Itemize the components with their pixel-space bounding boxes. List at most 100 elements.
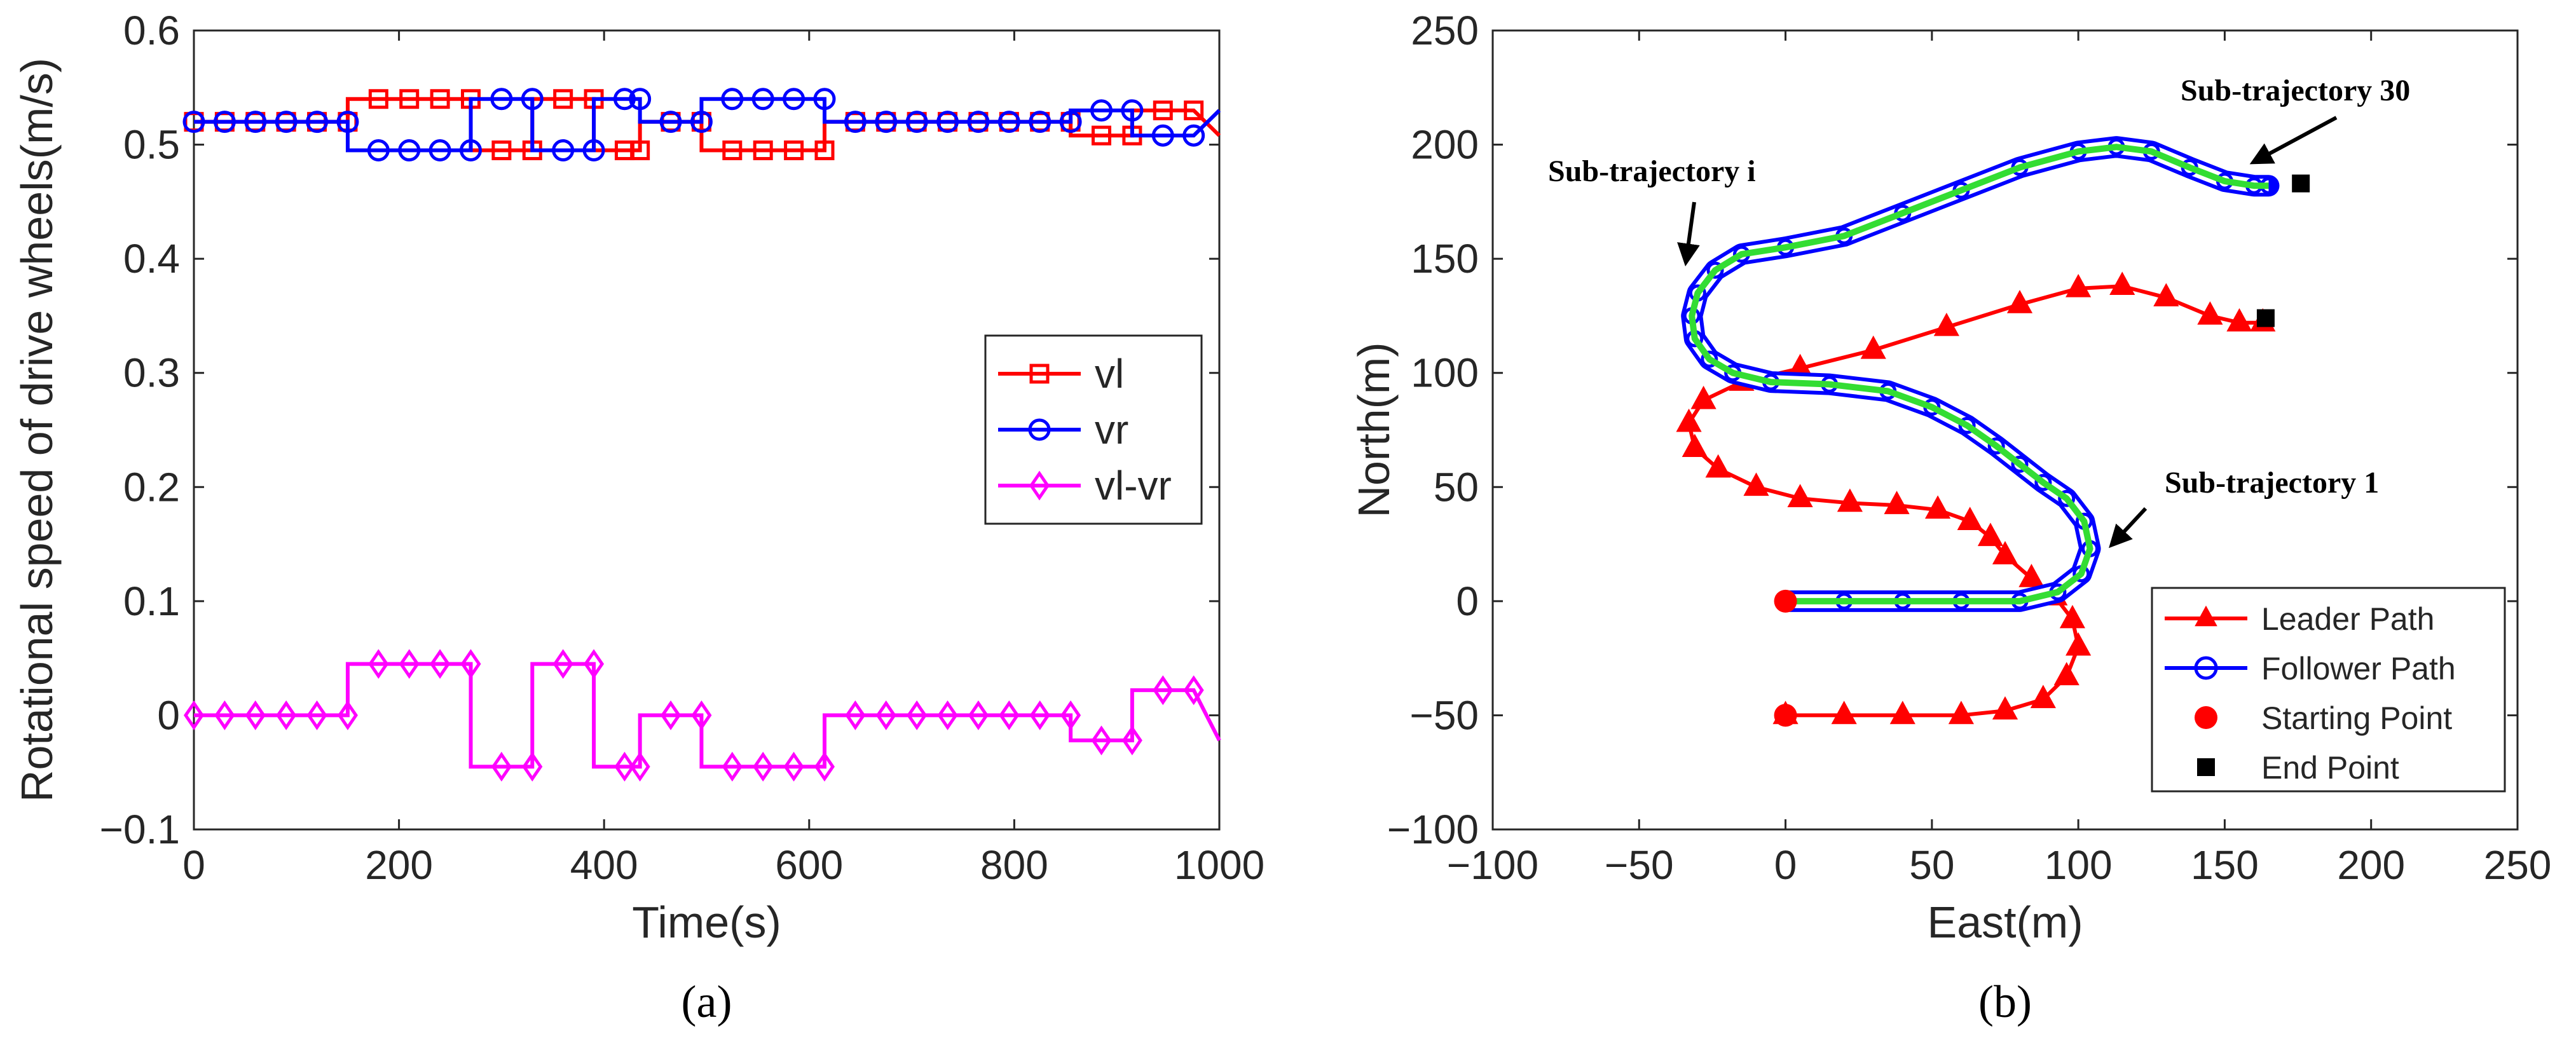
series-line-leader-path	[1687, 284, 2263, 718]
x-tick-label: −50	[1605, 842, 1674, 888]
y-tick-label: 0.6	[123, 8, 180, 53]
y-tick-label: 100	[1411, 350, 1479, 396]
starting-point-marker	[1774, 704, 1797, 727]
data-point-leader-path	[1787, 484, 1813, 508]
data-point-vl	[1092, 125, 1112, 146]
data-point-leader-path	[2066, 273, 2092, 297]
x-tick-label: 800	[980, 842, 1048, 888]
data-point-vr	[875, 111, 898, 133]
data-point-leader-path	[1682, 433, 1708, 458]
data-point-leader-path	[1690, 385, 1716, 409]
panel-b-y-axis-label: North(m)	[1349, 342, 1399, 517]
data-point-vl-vr	[399, 649, 420, 679]
annotation-label: Sub-trajectory 30	[2181, 74, 2410, 107]
y-tick-label: −50	[1409, 692, 1479, 738]
y-tick-label: 200	[1411, 122, 1479, 168]
data-point-vr	[275, 111, 298, 133]
legend-label-end-point: End Point	[2261, 750, 2399, 786]
data-point-vl-vr	[1153, 675, 1174, 706]
data-point-leader-path	[1884, 491, 1910, 514]
data-point-vr	[1090, 99, 1113, 122]
data-point-vl	[753, 140, 773, 161]
starting-point-marker	[1774, 589, 1797, 613]
data-point-leader-path	[2066, 632, 2092, 656]
data-point-leader-path	[2109, 271, 2135, 296]
data-point-leader-path	[2197, 301, 2223, 325]
data-point-vl-vr	[783, 751, 804, 782]
x-tick-label: 250	[2484, 842, 2552, 888]
legend-label-vl-vr: vl-vr	[1095, 463, 1172, 508]
data-point-vl-vr	[722, 751, 743, 782]
data-point-vl-vr	[183, 700, 205, 730]
data-point-vl-vr	[999, 700, 1020, 730]
data-point-follower-path	[1701, 350, 1718, 368]
data-point-leader-path	[1676, 408, 1702, 432]
data-point-vl-vr	[845, 700, 866, 730]
data-point-leader-path	[2059, 604, 2086, 629]
data-point-vr	[783, 88, 805, 111]
data-point-vr	[613, 88, 636, 111]
data-point-vl-vr	[337, 700, 358, 730]
data-point-vr	[690, 111, 713, 133]
panel-a-x-axis-label: Time(s)	[632, 897, 781, 947]
data-point-vr	[428, 139, 451, 162]
y-tick-label: 0.5	[123, 122, 180, 168]
data-point-leader-path	[2030, 685, 2056, 709]
panel-b-ticks: −100 −50 0 50 100 150 200 250 −100 −50 0 50 100 150 20…	[1387, 8, 2552, 888]
data-point-vr	[751, 88, 774, 111]
data-point-vl-vr	[1029, 700, 1050, 730]
panel-b-series	[1676, 136, 2310, 727]
data-point-vr	[844, 111, 867, 133]
data-point-leader-path	[1743, 472, 1769, 496]
y-tick-label: 0	[157, 692, 180, 738]
data-point-leader-path	[1992, 696, 2018, 720]
data-point-vl-vr	[1060, 700, 1081, 730]
data-point-vr	[967, 111, 990, 133]
end-point-marker	[2292, 174, 2310, 193]
data-point-vr	[552, 139, 575, 162]
data-point-vl-vr	[368, 649, 389, 679]
annotation-arrow	[2249, 116, 2338, 165]
y-tick-label: 250	[1411, 8, 1479, 53]
y-tick-label: 0.3	[123, 350, 180, 396]
panel-a-legend: vl vr vl-vr	[984, 334, 1203, 525]
data-point-vl-vr	[968, 700, 989, 730]
panel-a-y-axis-label: Rotational speed of drive wheels(m/s)	[12, 58, 62, 802]
data-point-vl-vr	[753, 751, 774, 782]
data-point-vl-vr	[430, 649, 451, 679]
data-point-vl-vr	[629, 751, 650, 782]
data-point-vl-vr	[1121, 725, 1142, 756]
data-point-follower-path	[1706, 261, 1724, 279]
data-point-vr	[582, 139, 605, 162]
panel-b-legend: Leader Path Follower Path Starting Point En…	[2151, 587, 2506, 793]
panel-b-trajectory: −100 −50 0 50 100 150 200 250 −100 −50 0 50 100 150 20…	[1349, 8, 2551, 1027]
data-point-vl-vr	[661, 700, 682, 730]
data-point-vl	[1184, 100, 1204, 121]
legend-label-vl: vl	[1095, 351, 1124, 397]
annotation-label: Sub-trajectory 1	[2165, 466, 2379, 500]
data-point-vl-vr	[276, 700, 297, 730]
x-tick-label: 400	[570, 842, 638, 888]
data-point-leader-path	[1977, 522, 2004, 547]
panel-b-caption: (b)	[1978, 976, 2032, 1027]
panel-b-x-axis-label: East(m)	[1928, 897, 2083, 947]
data-point-leader-path	[1924, 495, 1951, 519]
data-point-vl-vr	[1183, 675, 1204, 706]
data-point-leader-path	[2226, 308, 2252, 332]
data-point-vr	[398, 139, 421, 162]
data-point-follower-path	[2034, 474, 2052, 491]
legend-marker-starting-point	[2195, 706, 2217, 729]
panel-a-ticks: 0 200 400 600 800 1000−0.100.10.20.30.40.50.6	[100, 8, 1265, 888]
data-point-vr	[629, 88, 652, 111]
legend-marker-end-point	[2197, 758, 2215, 776]
x-tick-label: 50	[1909, 842, 1954, 888]
legend-marker-follower-path	[2194, 656, 2218, 680]
series-line-follower-path	[1689, 144, 2269, 604]
data-point-leader-path	[2153, 283, 2179, 306]
data-point-vl	[553, 89, 573, 109]
data-point-vl-vr	[522, 751, 543, 782]
series-line-vr	[194, 97, 1221, 153]
data-point-vl-vr	[584, 649, 605, 679]
x-tick-label: 200	[365, 842, 433, 888]
